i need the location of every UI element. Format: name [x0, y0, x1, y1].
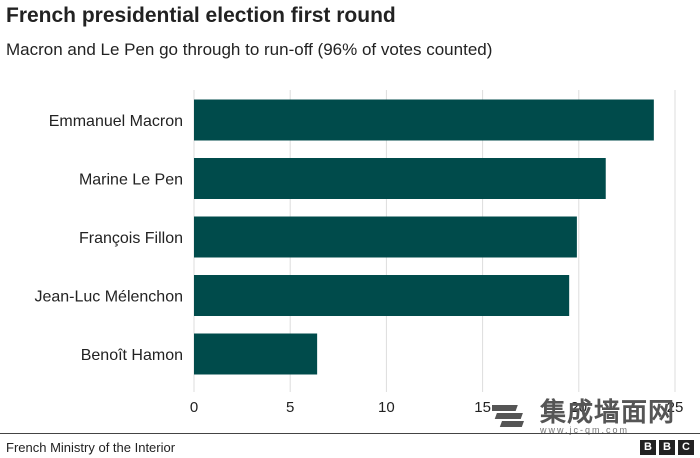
bar-1	[194, 158, 606, 199]
bbc-logo-letter-3: C	[678, 440, 694, 455]
category-label-0: Emmanuel Macron	[49, 113, 183, 130]
watermark-text: 集成墙面网	[540, 397, 676, 428]
bars	[194, 99, 654, 375]
chart-subtitle: Macron and Le Pen go through to run-off …	[6, 40, 493, 59]
chart-title: French presidential election first round	[6, 4, 396, 27]
x-tick-labels: 0 5 10 15 20 25	[190, 399, 684, 416]
category-label-4: Benoît Hamon	[81, 347, 183, 364]
bbc-logo-letter-2: B	[659, 440, 675, 455]
watermark-logo-icon	[492, 405, 524, 427]
category-label-2: François Fillon	[79, 230, 183, 247]
x-tick-label-1: 5	[286, 399, 294, 416]
bar-0	[194, 99, 654, 141]
bar-2	[194, 216, 577, 258]
x-tick-label-4: 20	[570, 399, 587, 416]
x-tick-label-5: 25	[667, 399, 684, 416]
category-label-1: Marine Le Pen	[79, 172, 183, 189]
x-tick-label-3: 15	[474, 399, 491, 416]
bar-3	[194, 275, 570, 316]
bbc-logo: B B C	[640, 440, 694, 455]
watermark-url: www.jc-qm.com	[540, 424, 630, 435]
category-label-3: Jean-Luc Mélenchon	[34, 289, 183, 306]
source-note: French Ministry of the Interior	[6, 440, 176, 455]
x-tick-label-0: 0	[190, 399, 198, 416]
x-tick-label-2: 10	[378, 399, 395, 416]
category-labels: Emmanuel Macron Marine Le Pen François Fil…	[34, 113, 183, 364]
footer-divider	[0, 433, 700, 434]
watermark: 集成墙面网 www.jc-qm.com	[492, 396, 692, 438]
bar-4	[194, 333, 318, 375]
bbc-logo-letter-1: B	[640, 440, 656, 455]
